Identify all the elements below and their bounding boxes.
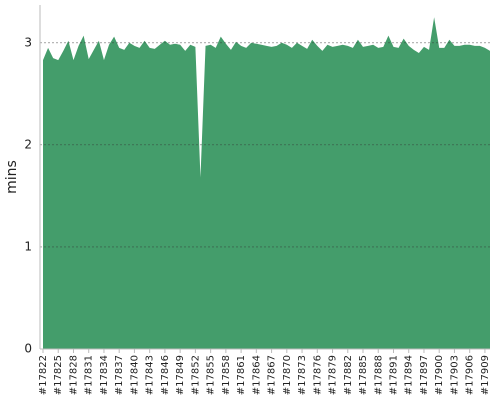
x-tick-label: #17864 <box>251 355 262 395</box>
x-tick-label: #17879 <box>328 355 339 395</box>
x-tick-label: #17897 <box>419 355 430 395</box>
x-tick-label: #17825 <box>53 355 64 395</box>
x-tick-label: #17855 <box>206 355 217 395</box>
x-tick-label: #17873 <box>297 355 308 395</box>
x-tick-label: #17831 <box>84 355 95 395</box>
x-tick-label: #17861 <box>236 355 247 395</box>
x-tick-label: #17846 <box>160 355 171 395</box>
x-tick-label: #17900 <box>434 355 445 395</box>
x-tick-label: #17849 <box>175 355 186 395</box>
x-tick-label: #17870 <box>282 355 293 395</box>
x-tick-label: #17867 <box>267 355 278 395</box>
x-tick-label: #17852 <box>190 355 201 395</box>
x-tick-label: #17903 <box>449 355 460 395</box>
x-tick-label: #17891 <box>388 355 399 395</box>
x-tick-label: #17837 <box>114 355 125 395</box>
x-tick-label: #17882 <box>343 355 354 395</box>
x-tick-label: #17894 <box>404 355 415 395</box>
x-tick-label: #17888 <box>373 355 384 395</box>
x-tick-label: #17840 <box>129 355 140 395</box>
x-tick-label: #17876 <box>312 355 323 395</box>
x-tick-label: #17834 <box>99 355 110 395</box>
y-tick-label: 0 <box>24 342 32 356</box>
x-tick-label: #17822 <box>38 355 49 395</box>
x-tick-label: #17885 <box>358 355 369 395</box>
y-axis-label: mins <box>4 160 20 194</box>
x-tick-label: #17858 <box>221 355 232 395</box>
x-tick-label: #17828 <box>68 355 79 395</box>
y-tick-label: 1 <box>24 239 32 253</box>
area <box>43 17 490 349</box>
y-tick-label: 3 <box>24 35 32 49</box>
x-tick-label: #17906 <box>465 355 476 395</box>
x-tick-label: #17843 <box>145 355 156 395</box>
y-tick-label: 2 <box>24 137 32 151</box>
x-tick-label: #17909 <box>480 355 491 395</box>
